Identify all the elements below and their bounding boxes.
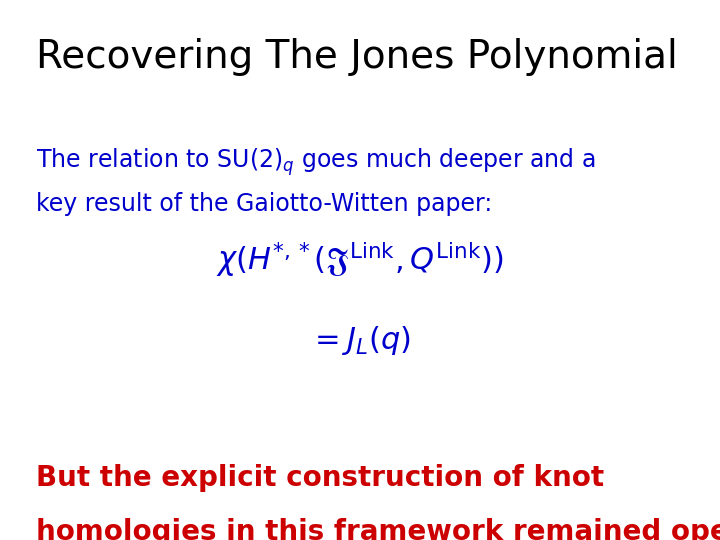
Text: The relation to $\mathrm{SU}(2)_q$ goes much deeper and a: The relation to $\mathrm{SU}(2)_q$ goes … [36, 146, 595, 178]
Text: homologies in this framework remained open.: homologies in this framework remained op… [36, 518, 720, 540]
Text: Recovering The Jones Polynomial: Recovering The Jones Polynomial [36, 38, 678, 76]
Text: key result of the Gaiotto-Witten paper:: key result of the Gaiotto-Witten paper: [36, 192, 492, 215]
Text: But the explicit construction of knot: But the explicit construction of knot [36, 464, 604, 492]
Text: $\chi(H^{*,*}(\mathfrak{J}^{\mathrm{Link}}, Q^{\mathrm{Link}}))$: $\chi(H^{*,*}(\mathfrak{J}^{\mathrm{Link… [216, 240, 504, 279]
Text: $= J_L(q)$: $= J_L(q)$ [309, 323, 411, 357]
